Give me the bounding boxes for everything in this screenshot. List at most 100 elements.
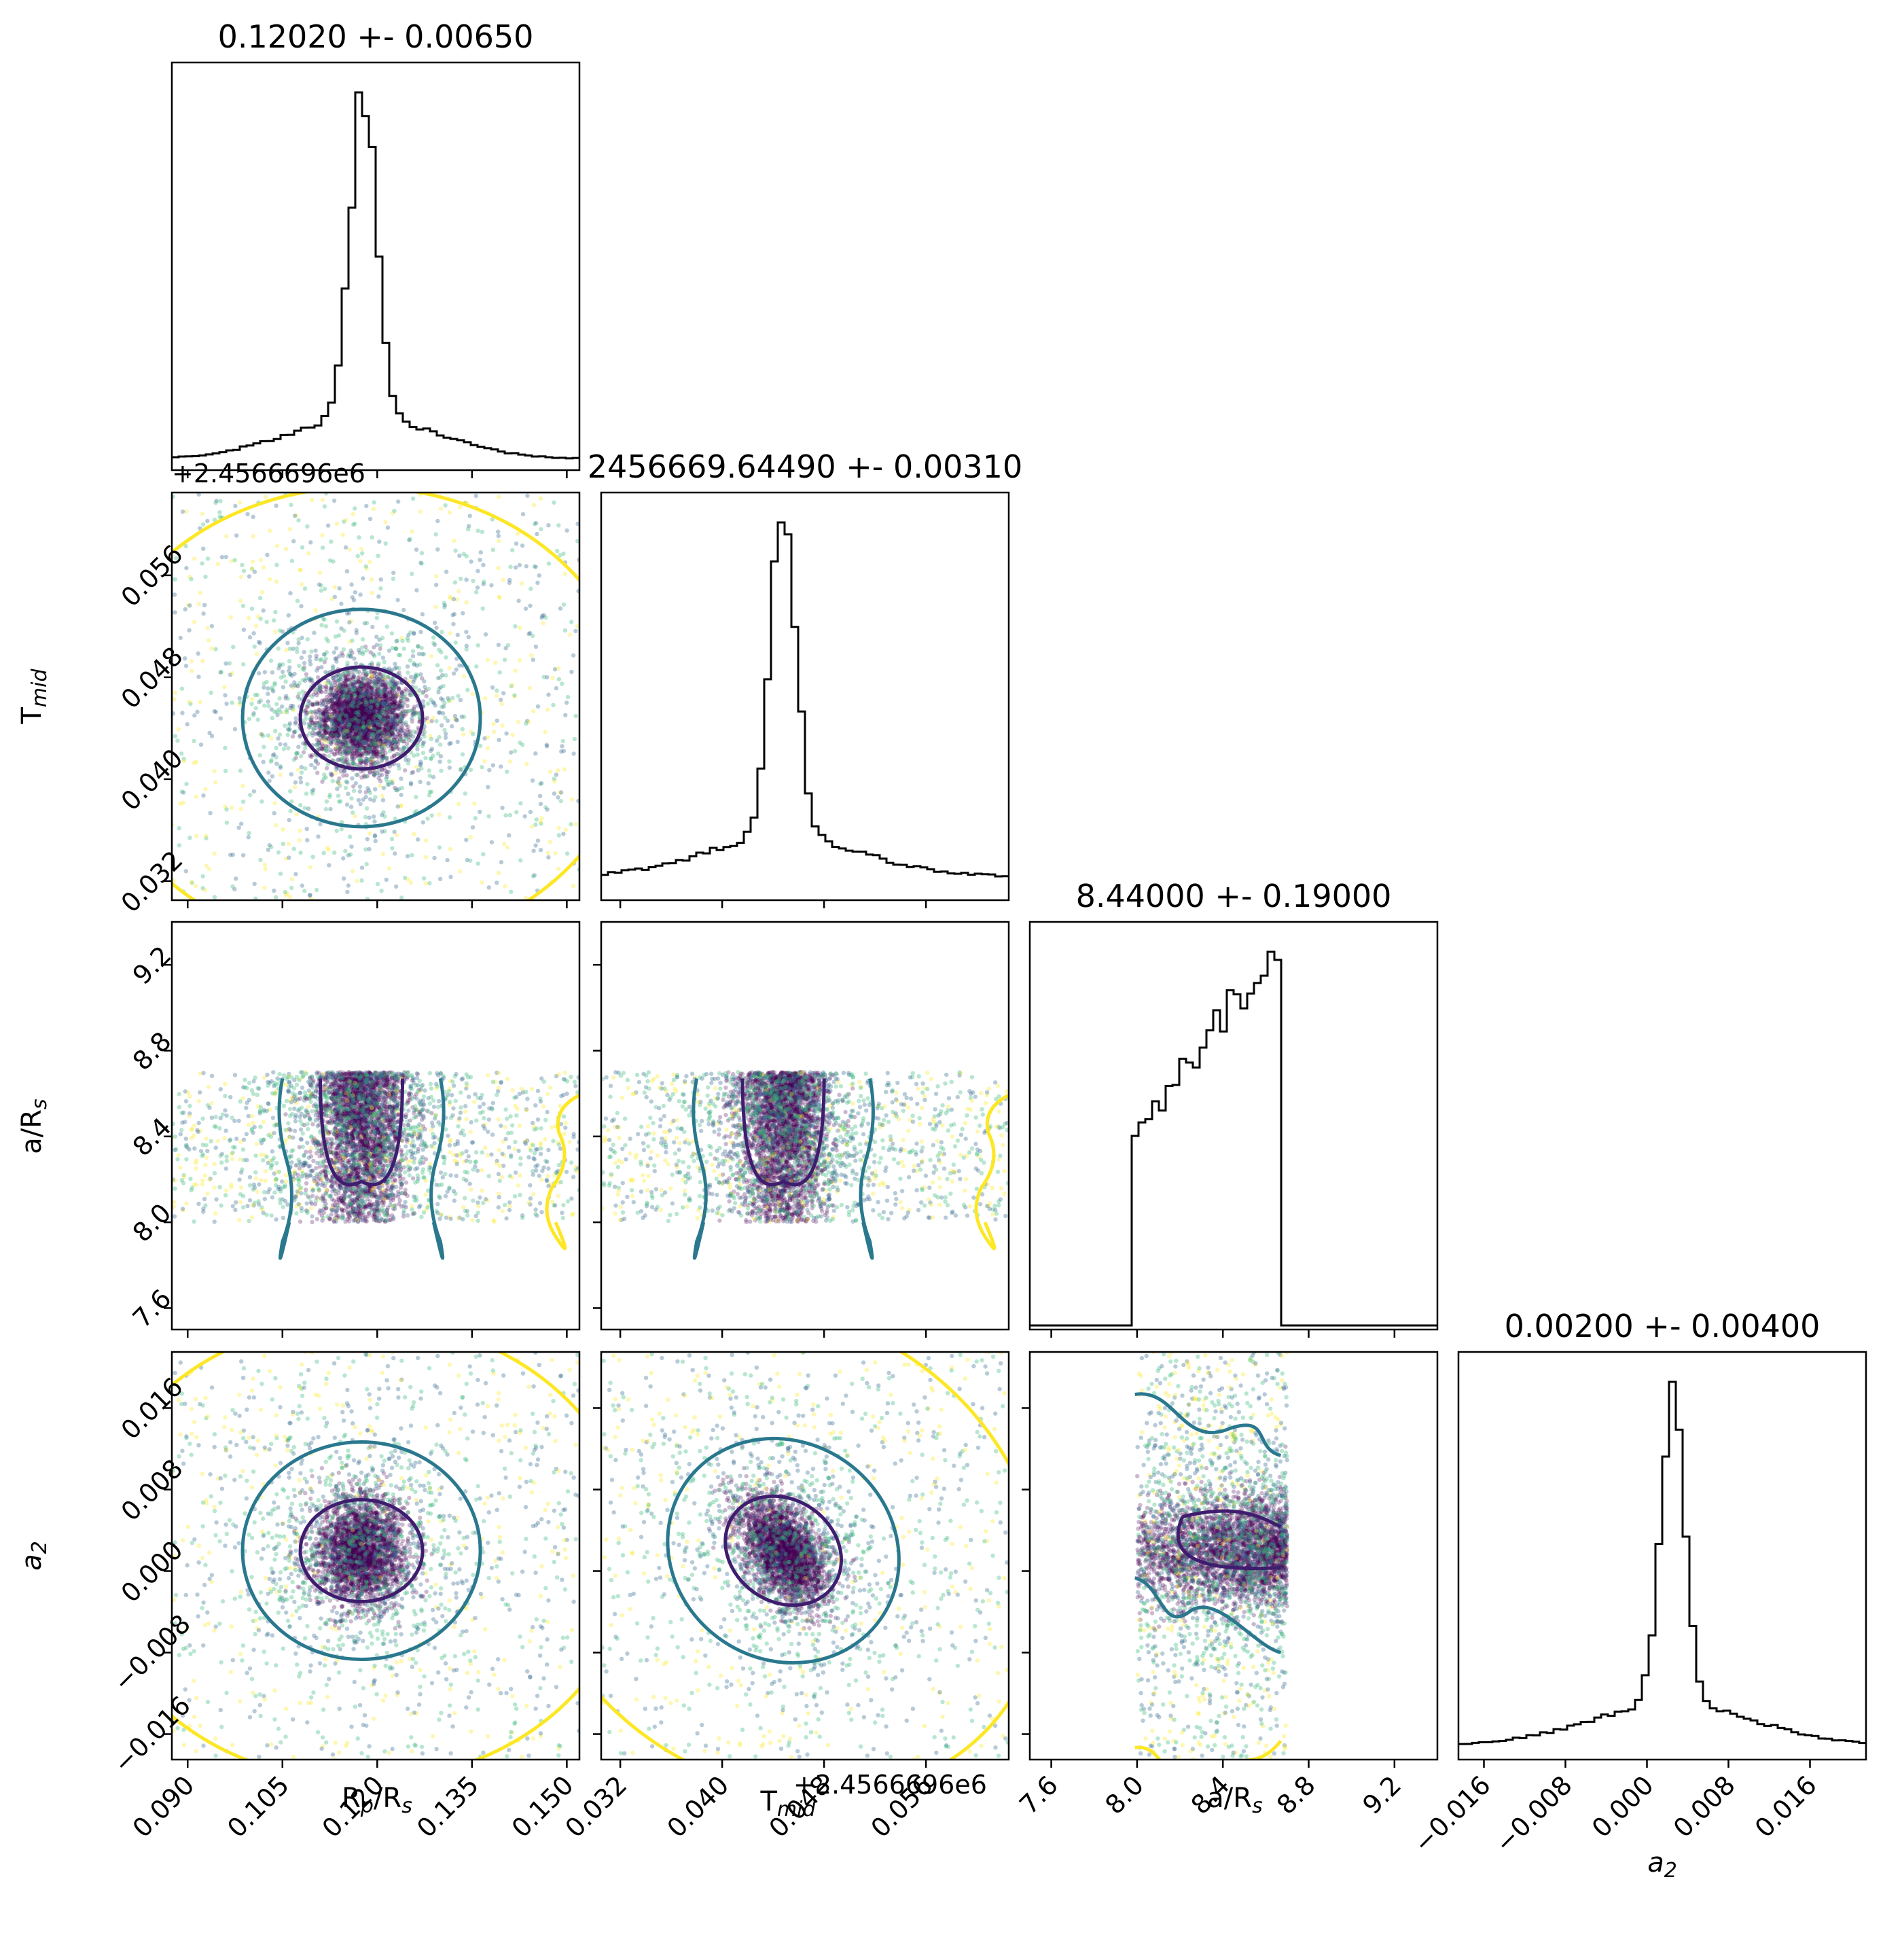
scatter-point bbox=[344, 695, 350, 700]
scatter-point bbox=[353, 705, 357, 710]
scatter-point bbox=[357, 689, 362, 694]
scatter-point bbox=[372, 681, 377, 685]
scatter-point bbox=[352, 721, 357, 726]
scatter-point bbox=[355, 691, 359, 696]
scatter-point bbox=[326, 709, 331, 714]
scatter-point bbox=[363, 716, 368, 721]
scatter-point bbox=[350, 755, 355, 760]
scatter-point bbox=[269, 736, 274, 741]
scatter-point bbox=[365, 700, 370, 705]
scatter-point bbox=[321, 652, 327, 657]
scatter-point bbox=[340, 713, 344, 717]
scatter-point bbox=[349, 715, 354, 720]
scatter-point bbox=[319, 588, 323, 593]
scatter-point bbox=[372, 716, 378, 721]
scatter-point bbox=[474, 664, 479, 669]
scatter-point bbox=[212, 768, 217, 774]
scatter-point bbox=[361, 707, 367, 711]
scatter-point bbox=[331, 721, 336, 726]
scatter-point bbox=[349, 719, 355, 724]
scatter-point bbox=[355, 704, 359, 709]
scatter-point bbox=[357, 697, 362, 702]
scatter-point bbox=[345, 701, 351, 706]
scatter-point bbox=[379, 747, 384, 751]
scatter-point bbox=[334, 741, 339, 746]
scatter-point bbox=[405, 703, 410, 709]
scatter-point bbox=[406, 709, 410, 714]
scatter-point bbox=[323, 714, 328, 719]
scatter-point bbox=[393, 683, 399, 688]
scatter-point bbox=[336, 738, 341, 743]
scatter-point bbox=[350, 723, 355, 728]
scatter-point bbox=[322, 711, 327, 715]
scatter-point bbox=[363, 564, 368, 569]
scatter-point bbox=[321, 733, 325, 738]
scatter-point bbox=[361, 697, 366, 702]
scatter-point bbox=[404, 722, 409, 728]
scatter-point bbox=[379, 754, 384, 759]
scatter-point bbox=[344, 723, 349, 728]
scatter-point bbox=[325, 725, 329, 730]
scatter-point bbox=[318, 686, 323, 691]
scatter-point bbox=[377, 768, 382, 773]
scatter-point bbox=[348, 733, 353, 738]
scatter-point bbox=[533, 520, 539, 526]
scatter-point bbox=[367, 770, 372, 774]
scatter-point bbox=[351, 708, 355, 713]
scatter-point bbox=[328, 806, 333, 812]
scatter-point bbox=[378, 674, 384, 679]
scatter-point bbox=[370, 713, 375, 717]
scatter-point bbox=[369, 717, 374, 722]
scatter-point bbox=[371, 699, 376, 704]
scatter-point bbox=[355, 704, 361, 709]
scatter-point bbox=[332, 585, 337, 590]
scatter-point bbox=[361, 709, 365, 715]
scatter-point bbox=[387, 730, 391, 735]
scatter-point bbox=[334, 738, 339, 743]
scatter-point bbox=[350, 736, 355, 741]
scatter-point bbox=[239, 821, 244, 826]
scatter-point bbox=[380, 829, 384, 834]
scatter-point bbox=[264, 620, 269, 624]
scatter-point bbox=[362, 711, 367, 715]
scatter-point bbox=[353, 723, 357, 728]
scatter-point bbox=[353, 742, 358, 747]
scatter-point bbox=[358, 719, 363, 725]
scatter-point bbox=[341, 703, 346, 708]
scatter-point bbox=[323, 730, 329, 735]
scatter-point bbox=[382, 721, 388, 726]
scatter-point bbox=[374, 671, 379, 677]
scatter-point bbox=[348, 713, 353, 718]
scatter-point bbox=[381, 785, 387, 791]
scatter-point bbox=[370, 706, 375, 711]
scatter-point bbox=[326, 715, 331, 720]
scatter-point bbox=[412, 662, 416, 667]
scatter-point bbox=[351, 729, 355, 734]
scatter-point bbox=[323, 715, 329, 720]
scatter-point bbox=[402, 713, 407, 719]
scatter-point bbox=[340, 711, 345, 717]
scatter-point bbox=[337, 721, 342, 727]
scatter-point bbox=[378, 749, 382, 754]
scatter-point bbox=[353, 740, 359, 745]
scatter-point bbox=[258, 698, 264, 703]
scatter-point bbox=[336, 728, 340, 732]
scatter-point bbox=[340, 715, 345, 719]
scatter-point bbox=[369, 680, 374, 685]
scatter-point bbox=[342, 738, 347, 743]
scatter-point bbox=[369, 670, 374, 675]
scatter-point bbox=[399, 692, 405, 697]
scatter-point bbox=[317, 684, 323, 689]
scatter-point bbox=[357, 711, 362, 715]
scatter-point bbox=[274, 579, 279, 584]
scatter-point bbox=[346, 693, 351, 698]
scatter-point bbox=[373, 738, 378, 743]
scatter-point bbox=[388, 726, 393, 730]
scatter-point bbox=[546, 561, 552, 566]
scatter-point bbox=[350, 681, 355, 686]
scatter-point bbox=[319, 735, 324, 740]
scatter-point bbox=[370, 691, 375, 696]
scatter-point bbox=[347, 703, 353, 708]
scatter-point bbox=[394, 692, 399, 698]
scatter-point bbox=[531, 658, 535, 662]
